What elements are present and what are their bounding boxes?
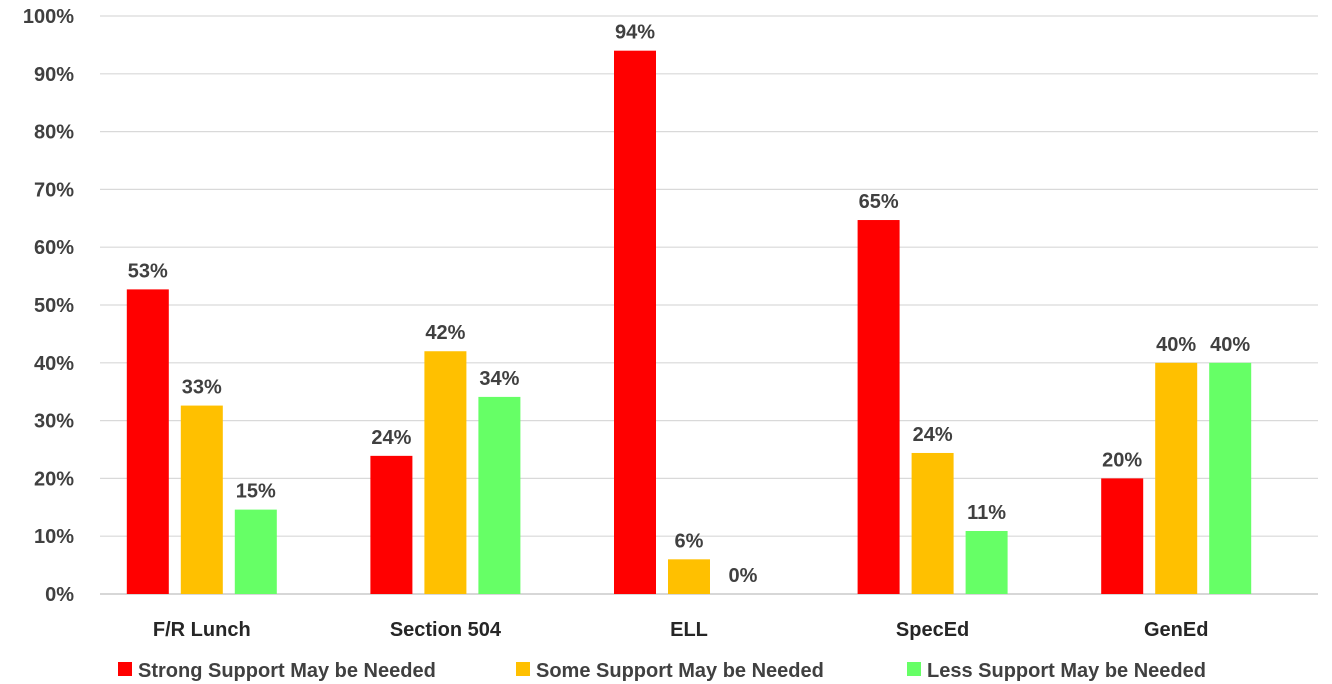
x-category-label: SpecEd xyxy=(896,619,969,641)
bar xyxy=(965,530,1008,594)
legend-label: Some Support May be Needed xyxy=(536,660,824,682)
y-tick-label: 0% xyxy=(45,584,74,606)
x-category-label: Section 504 xyxy=(390,619,502,641)
legend: Strong Support May be Needed Some Support… xyxy=(118,660,1206,682)
bar xyxy=(478,396,521,594)
y-axis-ticks: 0% 10% 20% 30% 40% 50% 60% 70% 80% 90% 100% xyxy=(23,6,74,606)
bar xyxy=(614,50,656,595)
data-label: 33% xyxy=(182,377,222,399)
gridlines xyxy=(100,15,1318,595)
data-label: 40% xyxy=(1210,334,1250,356)
bar xyxy=(234,509,277,594)
data-label: 65% xyxy=(859,191,899,213)
x-category-label: ELL xyxy=(670,619,708,641)
bar xyxy=(180,405,223,594)
data-label: 40% xyxy=(1156,334,1196,356)
bar xyxy=(668,559,710,594)
bar xyxy=(857,220,900,594)
y-tick-label: 40% xyxy=(34,353,74,375)
y-tick-label: 60% xyxy=(34,237,74,259)
y-tick-label: 50% xyxy=(34,295,74,317)
y-tick-label: 20% xyxy=(34,468,74,490)
data-label: 11% xyxy=(967,502,1006,524)
data-label: 53% xyxy=(128,260,168,282)
bar xyxy=(370,455,413,594)
y-tick-label: 70% xyxy=(34,179,74,201)
bar xyxy=(911,452,954,594)
x-category-label: GenEd xyxy=(1144,619,1208,641)
legend-swatch xyxy=(516,662,530,676)
y-tick-label: 100% xyxy=(23,6,74,28)
legend-label: Strong Support May be Needed xyxy=(138,660,436,682)
bars xyxy=(126,50,1252,595)
legend-swatch xyxy=(118,662,132,676)
data-label: 24% xyxy=(371,427,411,449)
data-label: 34% xyxy=(479,368,519,390)
y-tick-label: 10% xyxy=(34,526,74,548)
bar xyxy=(1209,362,1252,594)
legend-swatch xyxy=(907,662,921,676)
data-label: 20% xyxy=(1102,449,1142,471)
bar xyxy=(1155,362,1198,594)
x-axis-categories: F/R Lunch Section 504 ELL SpecEd GenEd xyxy=(153,619,1209,641)
data-label: 42% xyxy=(425,322,465,344)
y-tick-label: 90% xyxy=(34,64,74,86)
data-label: 6% xyxy=(675,530,704,552)
bar xyxy=(126,289,169,594)
data-label: 94% xyxy=(615,22,655,44)
data-labels: 53% 33% 15% 24% 42% 34% 94% 6% 0% 65% 24% 11% 20% 40%… xyxy=(128,22,1251,587)
bar xyxy=(424,351,467,594)
y-tick-label: 80% xyxy=(34,122,74,144)
legend-label: Less Support May be Needed xyxy=(927,660,1206,682)
y-tick-label: 30% xyxy=(34,411,74,433)
x-category-label: F/R Lunch xyxy=(153,619,251,641)
bar xyxy=(1101,478,1144,594)
data-label: 0% xyxy=(729,565,758,587)
data-label: 24% xyxy=(913,424,953,446)
data-label: 15% xyxy=(236,481,276,503)
